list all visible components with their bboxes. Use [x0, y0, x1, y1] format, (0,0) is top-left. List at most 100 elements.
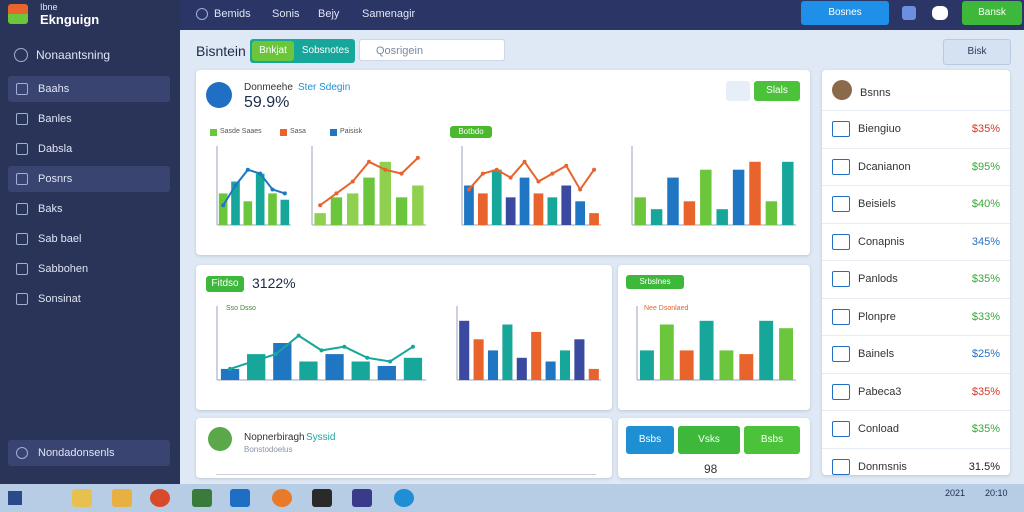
overview-value: 59.9%: [244, 94, 290, 111]
list-panel: Bsnns Biengiuo $35% Dcanianon $95% Beisiels $…: [822, 70, 1010, 475]
legend-swatch: [210, 129, 217, 136]
list-row[interactable]: Beisiels $40%: [822, 185, 1010, 223]
overview-subtitle: Ster Sdegin: [298, 82, 351, 93]
legend-label: Paisisk: [340, 128, 363, 135]
logo-title: Eknguign: [40, 12, 100, 27]
icon-button[interactable]: [726, 81, 750, 101]
toolbar-button[interactable]: Bisk: [943, 39, 1011, 65]
taskbar-icon[interactable]: [272, 489, 292, 507]
nav-item[interactable]: Sonis: [272, 8, 300, 20]
sidebar-item[interactable]: Baks: [8, 196, 170, 222]
list-row[interactable]: Bainels $25%: [822, 335, 1010, 373]
line-point: [233, 183, 238, 188]
bar: [749, 161, 761, 225]
sidebar-item[interactable]: Banles: [8, 106, 170, 132]
list-value: 345%: [971, 235, 1000, 248]
action-button[interactable]: Bsbs: [626, 426, 674, 454]
overview-button[interactable]: Slals: [754, 81, 800, 101]
list-row[interactable]: Conload $35%: [822, 410, 1010, 448]
legend-label: Sso Dsso: [226, 305, 256, 312]
list-row[interactable]: Plonpre $33%: [822, 297, 1010, 336]
line-point: [592, 167, 597, 172]
list-icon: [832, 196, 850, 212]
list-name: Bainels: [858, 348, 895, 360]
mini-chart: [456, 306, 601, 381]
taskbar-icon[interactable]: [72, 489, 92, 507]
top-bar: Bemids Sonis Bejy Samenagir Bosnes Bansk: [180, 0, 1024, 30]
bar: [679, 350, 694, 380]
taskbar-icon[interactable]: [352, 489, 372, 507]
mini-chart: [461, 146, 601, 226]
mini-chart: [216, 306, 426, 381]
actions-footer: 98: [704, 462, 718, 476]
bar: [533, 193, 544, 225]
icon[interactable]: [902, 6, 916, 20]
list-value: $25%: [971, 348, 1000, 360]
bar: [588, 368, 599, 380]
nav-item[interactable]: Samenagir: [362, 8, 416, 20]
footer-label: Nondadonsenls: [38, 447, 115, 459]
list-row[interactable]: Donmsnis 31.5%: [822, 447, 1010, 486]
list-row[interactable]: Dcanianon $95%: [822, 147, 1010, 186]
sidebar-item[interactable]: Sonsinat: [8, 286, 170, 312]
taskbar-icon[interactable]: [192, 489, 212, 507]
tab[interactable]: Sobsnotes: [301, 45, 350, 56]
icon[interactable]: [932, 6, 948, 20]
list-value: 31.5%: [968, 460, 1000, 473]
sidebar-label: Banles: [38, 113, 72, 125]
taskbar-icon[interactable]: [230, 489, 250, 507]
bar: [739, 354, 754, 380]
mini-chart: [631, 146, 796, 226]
line-point: [296, 333, 301, 338]
bar: [545, 361, 556, 380]
bar: [280, 199, 290, 225]
start-button[interactable]: [8, 491, 22, 505]
sidebar-label: Dabsla: [38, 143, 73, 155]
panel-header: Bsnns: [860, 87, 891, 99]
sidebar-item[interactable]: Posnrs: [8, 166, 170, 192]
bar: [765, 201, 778, 225]
action-button[interactable]: Bsbs: [744, 426, 800, 454]
bar: [218, 193, 228, 225]
mini-chart: [311, 146, 426, 226]
line-series: [468, 160, 595, 192]
bar: [330, 197, 343, 225]
top-button[interactable]: Bansk: [962, 1, 1022, 25]
tab[interactable]: Bnkjat: [252, 41, 294, 61]
sidebar-label: Sabbohen: [38, 263, 89, 275]
list-row[interactable]: Conapnis 345%: [822, 222, 1010, 261]
list-row[interactable]: Pabeca3 $35%: [822, 372, 1010, 411]
bar: [531, 331, 542, 380]
list-row[interactable]: Panlods $35%: [822, 260, 1010, 298]
legend-swatch: [280, 129, 287, 136]
avatar: [206, 82, 232, 108]
mini-chart: [636, 306, 796, 381]
sidebar-item[interactable]: Baahs: [8, 76, 170, 102]
sidebar-item[interactable]: Dabsla: [8, 136, 170, 162]
list-name: Dcanianon: [858, 160, 911, 173]
revenue-card: Fitdso 3122% Sso Dsso: [196, 265, 612, 410]
list-value: $33%: [971, 310, 1000, 323]
taskbar-icon[interactable]: [150, 489, 170, 507]
nav-item[interactable]: Bemids: [214, 8, 251, 20]
taskbar-icon[interactable]: [312, 489, 332, 507]
nav-icon: [196, 8, 208, 20]
sidebar-footer[interactable]: Nondadonsenls: [8, 440, 170, 466]
list-value: $40%: [971, 198, 1000, 210]
action-button[interactable]: Vsks: [678, 426, 740, 454]
top-button[interactable]: Bosnes: [801, 1, 889, 25]
sidebar-icon: [16, 143, 28, 156]
sidebar-item[interactable]: Sabbohen: [8, 256, 170, 282]
search-box[interactable]: Qosrigein: [359, 39, 505, 61]
list-value: $35%: [971, 423, 1000, 435]
legend-label: Sasde Saaes: [220, 128, 262, 135]
nav-item[interactable]: Bejy: [318, 8, 340, 20]
line-point: [578, 187, 583, 192]
sidebar-item[interactable]: Sab bael: [8, 226, 170, 252]
bar: [516, 357, 527, 380]
taskbar-icon[interactable]: [112, 489, 132, 507]
list-value: $95%: [971, 160, 1000, 173]
list-row[interactable]: Biengiuo $35%: [822, 110, 1010, 148]
page-title: Bisntein: [196, 43, 246, 59]
taskbar-icon[interactable]: [394, 489, 414, 507]
